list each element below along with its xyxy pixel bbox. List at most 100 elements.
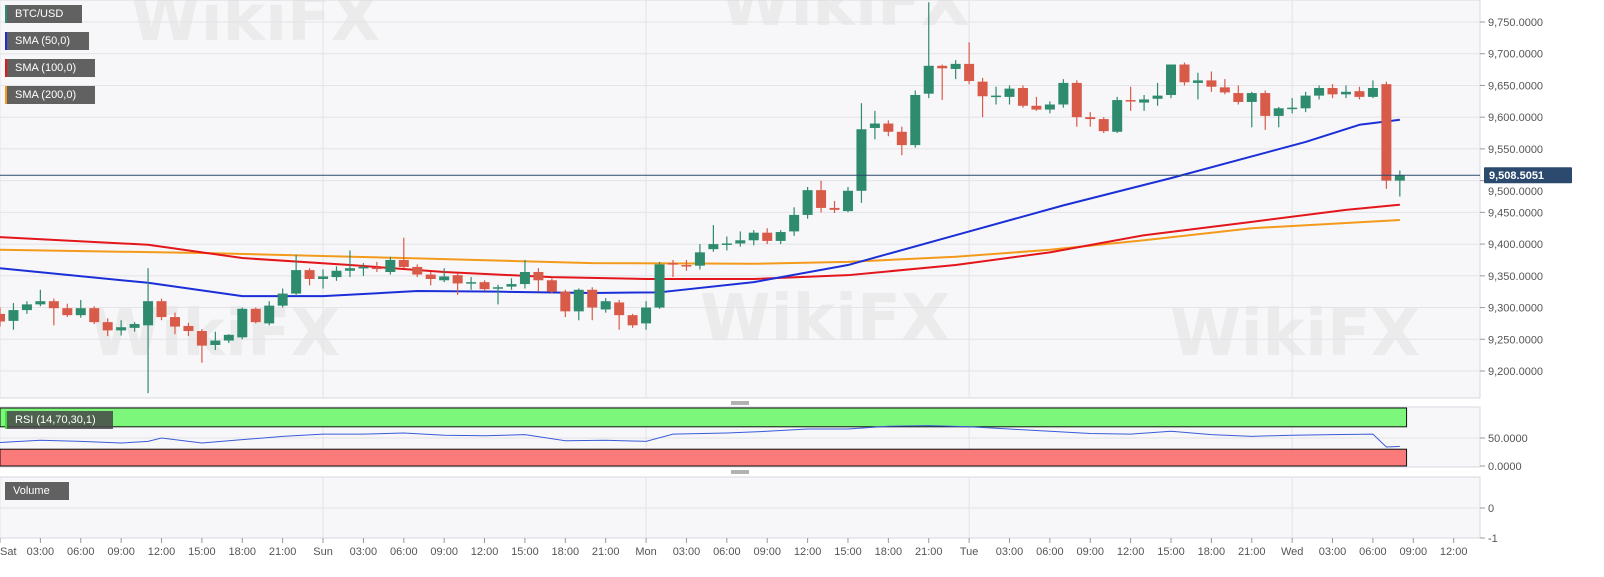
time-tick-label: 15:00 (188, 546, 216, 558)
candle-body (1206, 80, 1217, 87)
price-tick-label: 9,500.0000 (1488, 186, 1543, 198)
candle (681, 259, 692, 271)
time-tick-label: 09:00 (1076, 546, 1104, 558)
candle-body (708, 244, 719, 250)
candle-body (196, 331, 207, 346)
candle (694, 244, 705, 270)
candle-body (291, 270, 302, 294)
candle (937, 64, 948, 101)
candle-body (1031, 105, 1042, 110)
candle (425, 272, 436, 286)
candle-body (519, 272, 530, 285)
candle-body (560, 291, 571, 312)
candle (802, 186, 813, 219)
watermark-logo: WikiFX (130, 0, 380, 56)
candle-body (735, 240, 746, 244)
candle (991, 86, 1002, 105)
candle (1233, 85, 1244, 105)
legend-sma100[interactable]: SMA (100,0) (5, 59, 95, 77)
legend-sma50[interactable]: SMA (50,0) (5, 32, 89, 50)
candle-body (1260, 93, 1271, 116)
candle (385, 256, 396, 275)
time-tick-label: 21:00 (1238, 546, 1266, 558)
candle-body (1071, 82, 1082, 118)
candle (398, 237, 409, 269)
time-tick-label: 03:00 (350, 546, 378, 558)
candle-body (829, 207, 840, 210)
candle (775, 230, 786, 245)
candle (1179, 62, 1190, 86)
candle-body (143, 301, 154, 326)
candle-body (1367, 87, 1378, 97)
candle (358, 263, 369, 276)
candle-body (668, 263, 678, 265)
time-tick-label: Sat (0, 546, 17, 558)
candle-body (883, 123, 894, 132)
time-tick-label: 09:00 (1400, 546, 1428, 558)
candle-body (1341, 91, 1351, 95)
candle-body (1300, 95, 1311, 109)
time-tick-label: 03:00 (673, 546, 701, 558)
candle (977, 77, 988, 118)
price-tick-label: 9,200.0000 (1488, 366, 1543, 378)
candle-body (331, 270, 342, 278)
candle (21, 301, 32, 314)
candle (1031, 96, 1042, 111)
time-tick-label: 18:00 (229, 546, 257, 558)
candle (1125, 86, 1136, 111)
legend-color (5, 32, 7, 50)
candle-body (775, 232, 786, 241)
candle (708, 225, 719, 252)
legend-color (5, 86, 7, 104)
time-tick-label: 03:00 (27, 546, 55, 558)
candle (250, 307, 261, 324)
candle-body (533, 272, 544, 281)
candle (721, 236, 732, 251)
candle (1287, 98, 1298, 114)
candle (439, 268, 450, 283)
time-tick-label: Wed (1281, 546, 1303, 558)
legend-sma200[interactable]: SMA (200,0) (5, 86, 95, 104)
candle-body (816, 190, 827, 208)
candle (1300, 91, 1311, 113)
time-tick-label: 12:00 (148, 546, 176, 558)
candle-body (1394, 175, 1405, 181)
legend-volume[interactable]: Volume (5, 482, 69, 500)
candle (896, 126, 907, 156)
candle (277, 288, 288, 308)
candle (344, 250, 355, 278)
candle (169, 312, 180, 335)
time-tick-label: 09:00 (430, 546, 458, 558)
time-tick-label: 18:00 (1198, 546, 1226, 558)
candle (533, 268, 544, 292)
candle (1192, 72, 1203, 100)
legend-label: SMA (200,0) (15, 89, 77, 101)
candle (816, 180, 827, 213)
candle (452, 273, 463, 295)
time-tick-label: Mon (635, 546, 656, 558)
candle-body (1085, 117, 1096, 120)
candle-body (35, 301, 46, 305)
candle (183, 322, 194, 337)
candle-body (183, 325, 194, 332)
candle-body (479, 282, 490, 290)
candle-body (641, 307, 652, 324)
candle (331, 266, 342, 281)
candle-body (210, 340, 221, 345)
candle-body (425, 274, 436, 279)
candle-body (116, 327, 127, 331)
legend-btcusd[interactable]: BTC/USD (5, 5, 82, 23)
rsi-tick-label: 0.0000 (1488, 461, 1522, 473)
candle (1017, 85, 1028, 108)
rsi-overbought-band (0, 407, 1408, 428)
candle-body (1139, 99, 1150, 103)
candle-body (1166, 64, 1177, 95)
candle (829, 200, 840, 213)
time-tick-label: 12:00 (1117, 546, 1145, 558)
candle (1166, 64, 1177, 99)
time-tick-label: 21:00 (592, 546, 620, 558)
candle (1314, 85, 1325, 100)
legend-rsi[interactable]: RSI (14,70,30,1) (5, 411, 113, 429)
candle (869, 110, 880, 140)
candle (156, 298, 167, 321)
